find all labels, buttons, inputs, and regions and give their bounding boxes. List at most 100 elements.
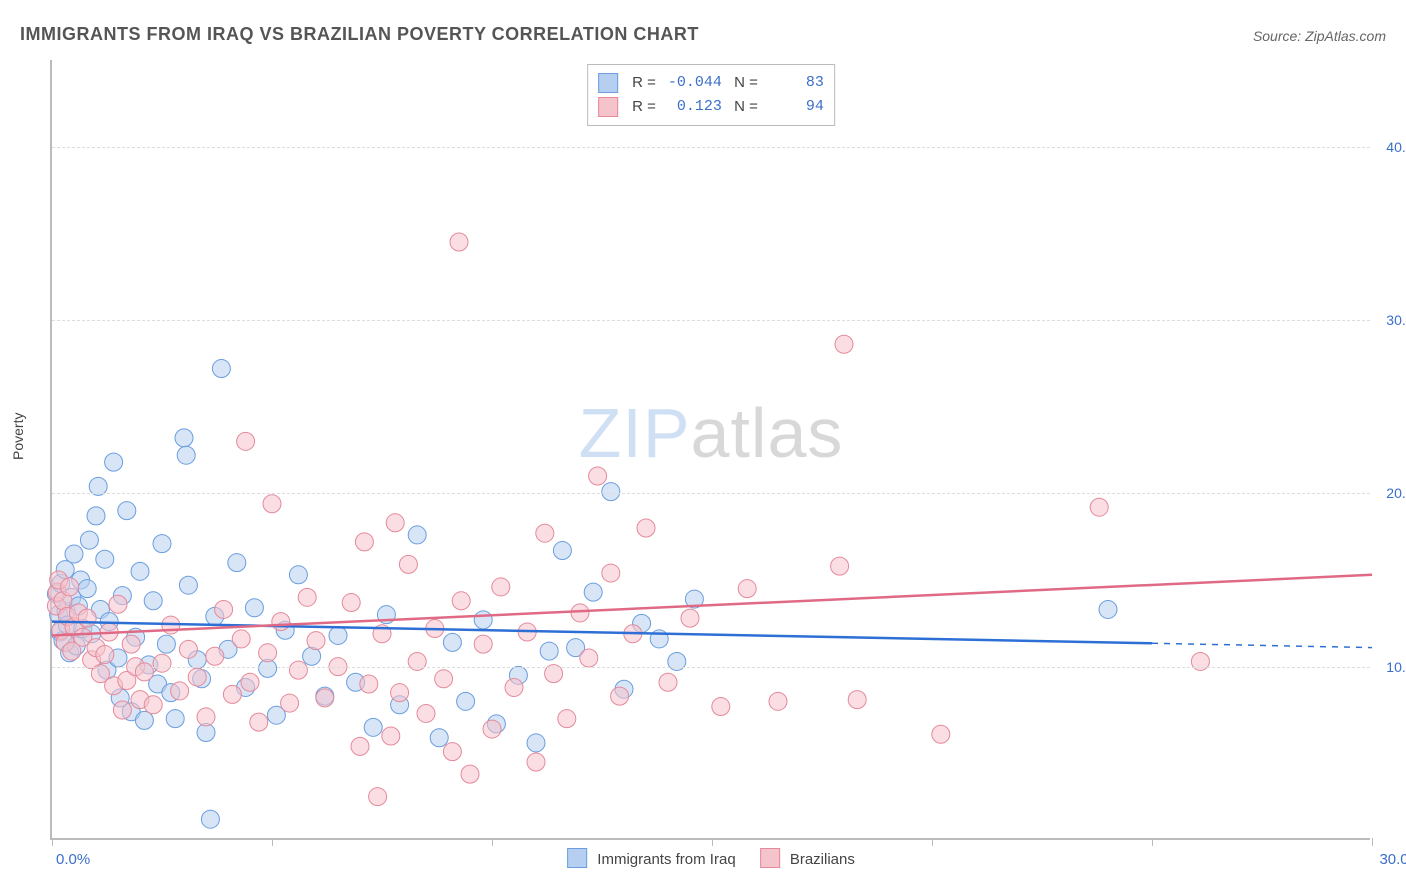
data-point	[272, 613, 290, 631]
data-point	[483, 720, 501, 738]
data-point	[527, 734, 545, 752]
data-point	[109, 595, 127, 613]
data-point	[105, 453, 123, 471]
data-point	[329, 626, 347, 644]
swatch-iraq-bottom	[567, 848, 587, 868]
trend-line	[52, 622, 1152, 644]
x-tick	[52, 838, 53, 846]
data-point	[580, 649, 598, 667]
series-legend: Immigrants from Iraq Brazilians	[567, 848, 855, 868]
y-tick-label: 40.0%	[1374, 139, 1406, 155]
data-point	[351, 737, 369, 755]
data-point	[157, 635, 175, 653]
data-point	[118, 502, 136, 520]
data-point	[571, 604, 589, 622]
data-point	[228, 554, 246, 572]
data-point	[435, 670, 453, 688]
series-legend-item-iraq: Immigrants from Iraq	[567, 848, 736, 868]
data-point	[602, 483, 620, 501]
data-point	[430, 729, 448, 747]
x-tick	[932, 838, 933, 846]
n-value-iraq: 83	[766, 71, 824, 95]
y-axis-label: Poverty	[10, 413, 26, 460]
data-point	[417, 704, 435, 722]
data-point	[197, 708, 215, 726]
data-point	[391, 684, 409, 702]
data-point	[232, 630, 250, 648]
x-axis-max-label: 30.0%	[1379, 851, 1406, 868]
data-point	[584, 583, 602, 601]
data-point	[223, 685, 241, 703]
y-tick-label: 10.0%	[1374, 659, 1406, 675]
r-value-iraq: -0.044	[664, 71, 722, 95]
data-point	[135, 663, 153, 681]
data-point	[738, 580, 756, 598]
data-point	[659, 673, 677, 691]
x-tick	[272, 838, 273, 846]
swatch-iraq	[598, 73, 618, 93]
data-point	[144, 592, 162, 610]
data-point	[298, 588, 316, 606]
data-point	[668, 652, 686, 670]
y-tick-label: 30.0%	[1374, 312, 1406, 328]
data-point	[78, 580, 96, 598]
data-point	[408, 526, 426, 544]
data-point	[540, 642, 558, 660]
x-axis-min-label: 0.0%	[56, 851, 90, 868]
data-point	[289, 566, 307, 584]
x-tick	[712, 838, 713, 846]
data-point	[250, 713, 268, 731]
n-value-brazil: 94	[766, 95, 824, 119]
data-point	[179, 640, 197, 658]
data-point	[611, 687, 629, 705]
data-point	[1090, 498, 1108, 516]
data-point	[364, 718, 382, 736]
data-point	[201, 810, 219, 828]
data-point	[215, 600, 233, 618]
correlation-row-brazil: R = 0.123 N = 94	[598, 95, 824, 119]
data-point	[553, 542, 571, 560]
data-point	[87, 507, 105, 525]
plot-area: ZIPatlas R = -0.044 N = 83 R = 0.123 N =…	[50, 60, 1370, 840]
x-tick	[492, 838, 493, 846]
data-point	[122, 635, 140, 653]
data-point	[166, 710, 184, 728]
data-point	[382, 727, 400, 745]
data-point	[369, 788, 387, 806]
correlation-row-iraq: R = -0.044 N = 83	[598, 71, 824, 95]
data-point	[637, 519, 655, 537]
data-point	[443, 633, 461, 651]
data-point	[179, 576, 197, 594]
gridline	[52, 667, 1370, 668]
data-point	[188, 668, 206, 686]
gridline	[52, 493, 1370, 494]
swatch-brazil	[598, 97, 618, 117]
series-name-brazil: Brazilians	[790, 851, 855, 868]
data-point	[602, 564, 620, 582]
data-point	[289, 661, 307, 679]
data-point	[558, 710, 576, 728]
data-point	[505, 678, 523, 696]
data-point	[355, 533, 373, 551]
data-point	[932, 725, 950, 743]
data-point	[342, 594, 360, 612]
data-point	[457, 692, 475, 710]
data-point	[408, 652, 426, 670]
data-point	[65, 545, 83, 563]
data-point	[80, 531, 98, 549]
data-point	[135, 711, 153, 729]
data-point	[589, 467, 607, 485]
data-point	[96, 646, 114, 664]
data-point	[835, 335, 853, 353]
data-point	[263, 495, 281, 513]
series-legend-item-brazil: Brazilians	[760, 848, 855, 868]
data-point	[681, 609, 699, 627]
series-name-iraq: Immigrants from Iraq	[597, 851, 735, 868]
swatch-brazil-bottom	[760, 848, 780, 868]
data-point	[474, 611, 492, 629]
data-point	[281, 694, 299, 712]
data-point	[307, 632, 325, 650]
correlation-legend: R = -0.044 N = 83 R = 0.123 N = 94	[587, 64, 835, 126]
data-point	[206, 647, 224, 665]
data-point	[831, 557, 849, 575]
